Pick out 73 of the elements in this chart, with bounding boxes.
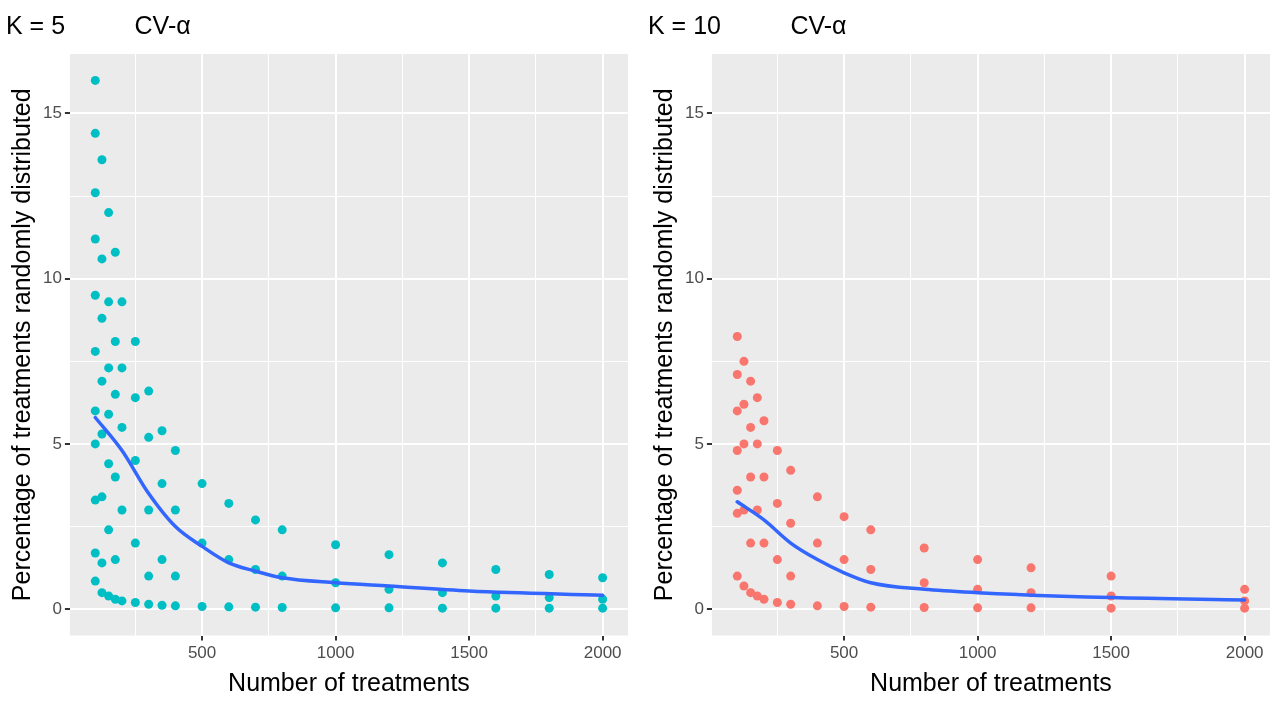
point	[786, 518, 796, 528]
point	[1240, 603, 1250, 613]
point	[812, 492, 822, 502]
y-axis-title: Percentage of treatments randomly distributed	[6, 88, 35, 602]
x-tick-label: 1500	[450, 643, 489, 663]
x-tick-label: 2000	[583, 643, 622, 663]
point	[739, 439, 749, 449]
y-tick-label: 10	[684, 268, 704, 288]
point	[812, 601, 822, 611]
point	[759, 594, 769, 604]
point	[732, 406, 742, 416]
point	[759, 472, 769, 482]
point	[732, 370, 742, 380]
y-tick-label: 5	[52, 433, 62, 453]
x-tick-label: 500	[829, 643, 859, 663]
point	[866, 525, 876, 535]
point	[973, 555, 983, 565]
y-tick-label: 0	[52, 598, 62, 618]
point	[746, 538, 756, 548]
point	[839, 512, 849, 522]
point	[786, 465, 796, 475]
point	[919, 603, 929, 613]
point	[732, 446, 742, 456]
point	[772, 498, 782, 508]
point	[746, 422, 756, 432]
chart-title: K = 5 CV-α	[6, 10, 191, 39]
point	[739, 581, 749, 591]
point	[919, 578, 929, 588]
x-tick-label: 1000	[958, 643, 997, 663]
point	[739, 356, 749, 366]
point	[839, 602, 849, 612]
x-tick-label: 1500	[1092, 643, 1131, 663]
point	[1106, 603, 1116, 613]
point	[732, 485, 742, 495]
y-tick-label: 15	[684, 103, 704, 123]
point	[1106, 571, 1116, 581]
x-axis-title: Number of treatments	[870, 667, 1112, 696]
point	[772, 598, 782, 608]
point	[866, 602, 876, 612]
y-tick-label: 15	[42, 103, 62, 123]
point	[732, 571, 742, 581]
chart-title: K = 10 CV-α	[648, 10, 847, 39]
point	[772, 446, 782, 456]
x-tick-label: 1000	[316, 643, 355, 663]
x-tick-label: 2000	[1225, 643, 1264, 663]
point	[973, 603, 983, 613]
point	[732, 508, 742, 518]
point	[786, 599, 796, 609]
x-axis-title: Number of treatments	[228, 667, 470, 696]
point	[752, 393, 762, 403]
point	[732, 332, 742, 342]
y-tick-label: 10	[42, 268, 62, 288]
point	[812, 538, 822, 548]
point	[759, 416, 769, 426]
point	[746, 376, 756, 386]
y-axis-title: Percentage of treatments randomly distributed	[648, 88, 677, 602]
point	[1240, 584, 1250, 594]
point	[772, 555, 782, 565]
point	[746, 472, 756, 482]
point	[786, 571, 796, 581]
point	[746, 588, 756, 598]
point	[839, 555, 849, 565]
point	[739, 399, 749, 409]
point	[1026, 563, 1036, 573]
y-tick-label: 5	[694, 433, 704, 453]
point	[752, 591, 762, 601]
point	[919, 543, 929, 553]
point	[1026, 603, 1036, 613]
point	[752, 439, 762, 449]
point	[759, 538, 769, 548]
point	[866, 565, 876, 575]
x-tick-label: 500	[187, 643, 217, 663]
y-tick-label: 0	[694, 598, 704, 618]
